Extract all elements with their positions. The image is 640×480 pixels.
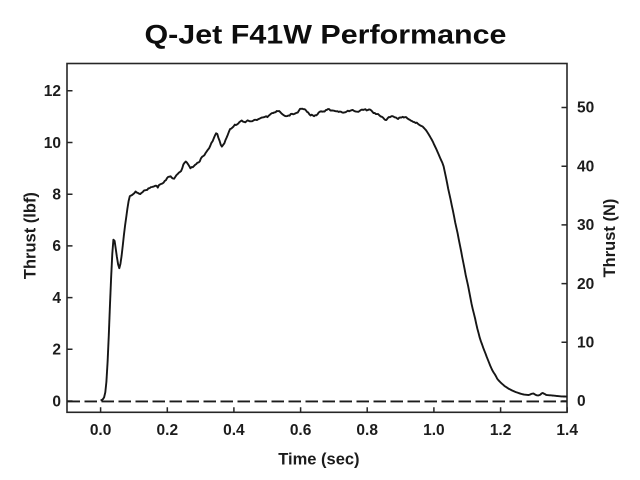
svg-text:Time (sec): Time (sec) xyxy=(278,451,359,469)
svg-text:Thrust (N): Thrust (N) xyxy=(601,199,619,278)
svg-text:1.4: 1.4 xyxy=(556,422,578,439)
svg-text:1.2: 1.2 xyxy=(490,422,512,439)
svg-text:0.6: 0.6 xyxy=(290,422,312,439)
svg-text:Thrust (lbf): Thrust (lbf) xyxy=(22,192,40,279)
svg-text:8: 8 xyxy=(52,187,61,204)
svg-text:0.8: 0.8 xyxy=(356,422,378,439)
svg-text:12: 12 xyxy=(44,83,61,100)
svg-text:Q-Jet F41W Performance: Q-Jet F41W Performance xyxy=(145,19,507,49)
svg-text:0: 0 xyxy=(52,393,61,410)
svg-text:1.0: 1.0 xyxy=(423,422,445,439)
svg-text:10: 10 xyxy=(577,335,594,352)
svg-text:0.2: 0.2 xyxy=(157,422,179,439)
svg-text:0: 0 xyxy=(577,393,586,410)
svg-text:50: 50 xyxy=(577,100,594,117)
svg-text:2: 2 xyxy=(52,342,61,359)
svg-text:30: 30 xyxy=(577,217,594,234)
svg-text:4: 4 xyxy=(52,290,61,307)
svg-text:0.0: 0.0 xyxy=(90,422,112,439)
svg-text:6: 6 xyxy=(52,238,61,255)
svg-text:0.4: 0.4 xyxy=(223,422,245,439)
svg-text:10: 10 xyxy=(44,135,61,152)
svg-text:20: 20 xyxy=(577,276,594,293)
svg-text:40: 40 xyxy=(577,158,594,175)
